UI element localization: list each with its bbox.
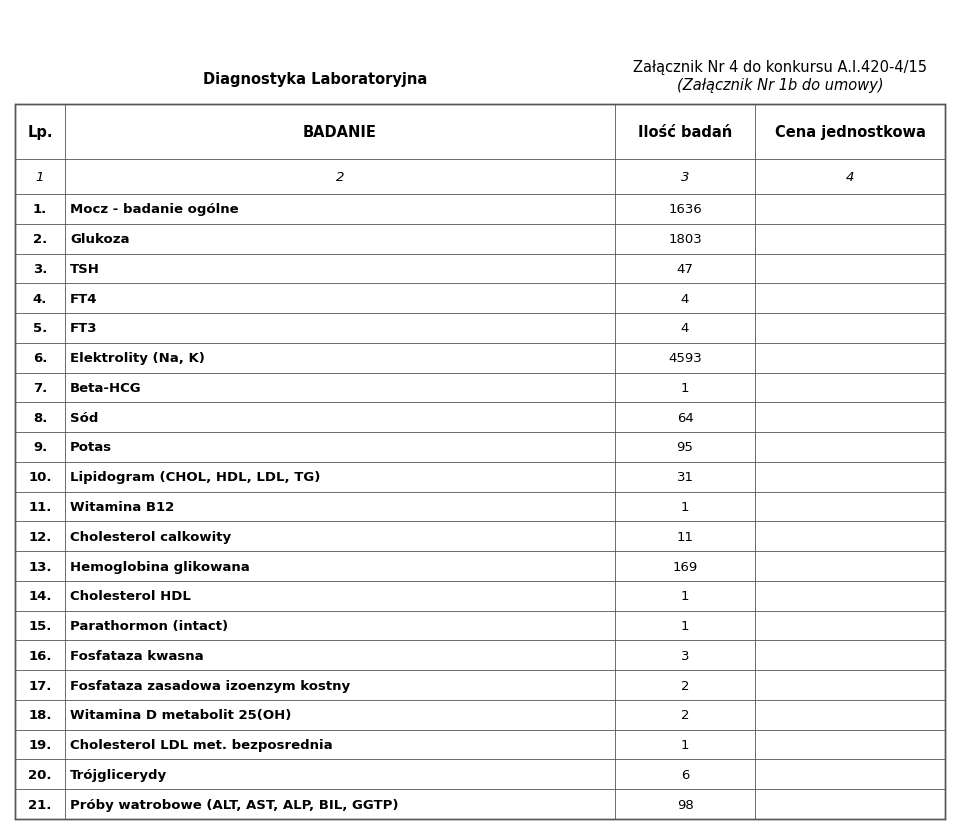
Text: 47: 47 xyxy=(677,263,693,275)
Text: Cholesterol calkowity: Cholesterol calkowity xyxy=(70,530,231,543)
Text: 1: 1 xyxy=(681,500,689,514)
Text: 2: 2 xyxy=(681,709,689,721)
Text: 169: 169 xyxy=(672,560,698,573)
Text: 1: 1 xyxy=(681,619,689,633)
Text: Trójglicerydy: Trójglicerydy xyxy=(70,768,167,781)
Text: 1.: 1. xyxy=(33,203,47,216)
Text: Witamina B12: Witamina B12 xyxy=(70,500,175,514)
Text: Fosfataza kwasna: Fosfataza kwasna xyxy=(70,649,204,662)
Text: Lipidogram (CHOL, HDL, LDL, TG): Lipidogram (CHOL, HDL, LDL, TG) xyxy=(70,471,321,484)
Text: Fosfataza zasadowa izoenzym kostny: Fosfataza zasadowa izoenzym kostny xyxy=(70,679,350,691)
Text: Cholesterol LDL met. bezposrednia: Cholesterol LDL met. bezposrednia xyxy=(70,739,332,751)
Text: 64: 64 xyxy=(677,411,693,424)
Text: 6: 6 xyxy=(681,768,689,781)
Text: 1636: 1636 xyxy=(668,203,702,216)
Text: 9.: 9. xyxy=(33,441,47,454)
Text: 6.: 6. xyxy=(33,351,47,365)
Text: FT4: FT4 xyxy=(70,292,98,305)
Text: 14.: 14. xyxy=(28,590,52,603)
Text: 3: 3 xyxy=(681,649,689,662)
Text: Parathormon (intact): Parathormon (intact) xyxy=(70,619,228,633)
Text: TSH: TSH xyxy=(70,263,100,275)
Text: 2: 2 xyxy=(336,171,345,184)
Text: 7.: 7. xyxy=(33,381,47,394)
Text: 12.: 12. xyxy=(28,530,52,543)
Text: (Załącznik Nr 1b do umowy): (Załącznik Nr 1b do umowy) xyxy=(677,78,883,93)
Text: Cena jednostkowa: Cena jednostkowa xyxy=(775,125,925,140)
Text: 11.: 11. xyxy=(28,500,52,514)
Text: 20.: 20. xyxy=(28,768,52,781)
Text: 31: 31 xyxy=(677,471,693,484)
Text: 98: 98 xyxy=(677,798,693,810)
Text: 13.: 13. xyxy=(28,560,52,573)
Text: Ilość badań: Ilość badań xyxy=(637,125,732,140)
Text: 95: 95 xyxy=(677,441,693,454)
Text: 3.: 3. xyxy=(33,263,47,275)
Text: Diagnostyka Laboratoryjna: Diagnostyka Laboratoryjna xyxy=(203,72,427,87)
Text: 4: 4 xyxy=(681,322,689,335)
Text: 16.: 16. xyxy=(28,649,52,662)
Text: Próby watrobowe (ALT, AST, ALP, BIL, GGTP): Próby watrobowe (ALT, AST, ALP, BIL, GGT… xyxy=(70,798,398,810)
Text: Lp.: Lp. xyxy=(27,125,53,140)
Text: 19.: 19. xyxy=(28,739,52,751)
Text: 21.: 21. xyxy=(28,798,52,810)
Text: 15.: 15. xyxy=(28,619,52,633)
Text: FT3: FT3 xyxy=(70,322,98,335)
Text: Mocz - badanie ogólne: Mocz - badanie ogólne xyxy=(70,203,239,216)
Text: 1: 1 xyxy=(36,171,44,184)
Text: Potas: Potas xyxy=(70,441,112,454)
Text: 8.: 8. xyxy=(33,411,47,424)
Text: Sód: Sód xyxy=(70,411,98,424)
Text: 4: 4 xyxy=(681,292,689,305)
Text: Beta-HCG: Beta-HCG xyxy=(70,381,142,394)
Text: 1: 1 xyxy=(681,590,689,603)
Text: Glukoza: Glukoza xyxy=(70,233,130,246)
Text: Załącznik Nr 4 do konkursu A.I.420-4/15: Załącznik Nr 4 do konkursu A.I.420-4/15 xyxy=(633,60,927,75)
Text: 1: 1 xyxy=(681,739,689,751)
Text: 10.: 10. xyxy=(28,471,52,484)
Text: Witamina D metabolit 25(OH): Witamina D metabolit 25(OH) xyxy=(70,709,292,721)
Text: 4593: 4593 xyxy=(668,351,702,365)
Text: 18.: 18. xyxy=(28,709,52,721)
Text: BADANIE: BADANIE xyxy=(303,125,377,140)
Text: 2.: 2. xyxy=(33,233,47,246)
Text: 2: 2 xyxy=(681,679,689,691)
Text: 3: 3 xyxy=(681,171,689,184)
Text: 4.: 4. xyxy=(33,292,47,305)
Bar xyxy=(15,105,945,819)
Text: 1: 1 xyxy=(681,381,689,394)
Text: 1803: 1803 xyxy=(668,233,702,246)
Text: 4: 4 xyxy=(846,171,854,184)
Text: Hemoglobina glikowana: Hemoglobina glikowana xyxy=(70,560,250,573)
Text: 17.: 17. xyxy=(28,679,52,691)
Text: 5.: 5. xyxy=(33,322,47,335)
Text: Elektrolity (Na, K): Elektrolity (Na, K) xyxy=(70,351,204,365)
Text: 11: 11 xyxy=(677,530,693,543)
Text: Cholesterol HDL: Cholesterol HDL xyxy=(70,590,191,603)
